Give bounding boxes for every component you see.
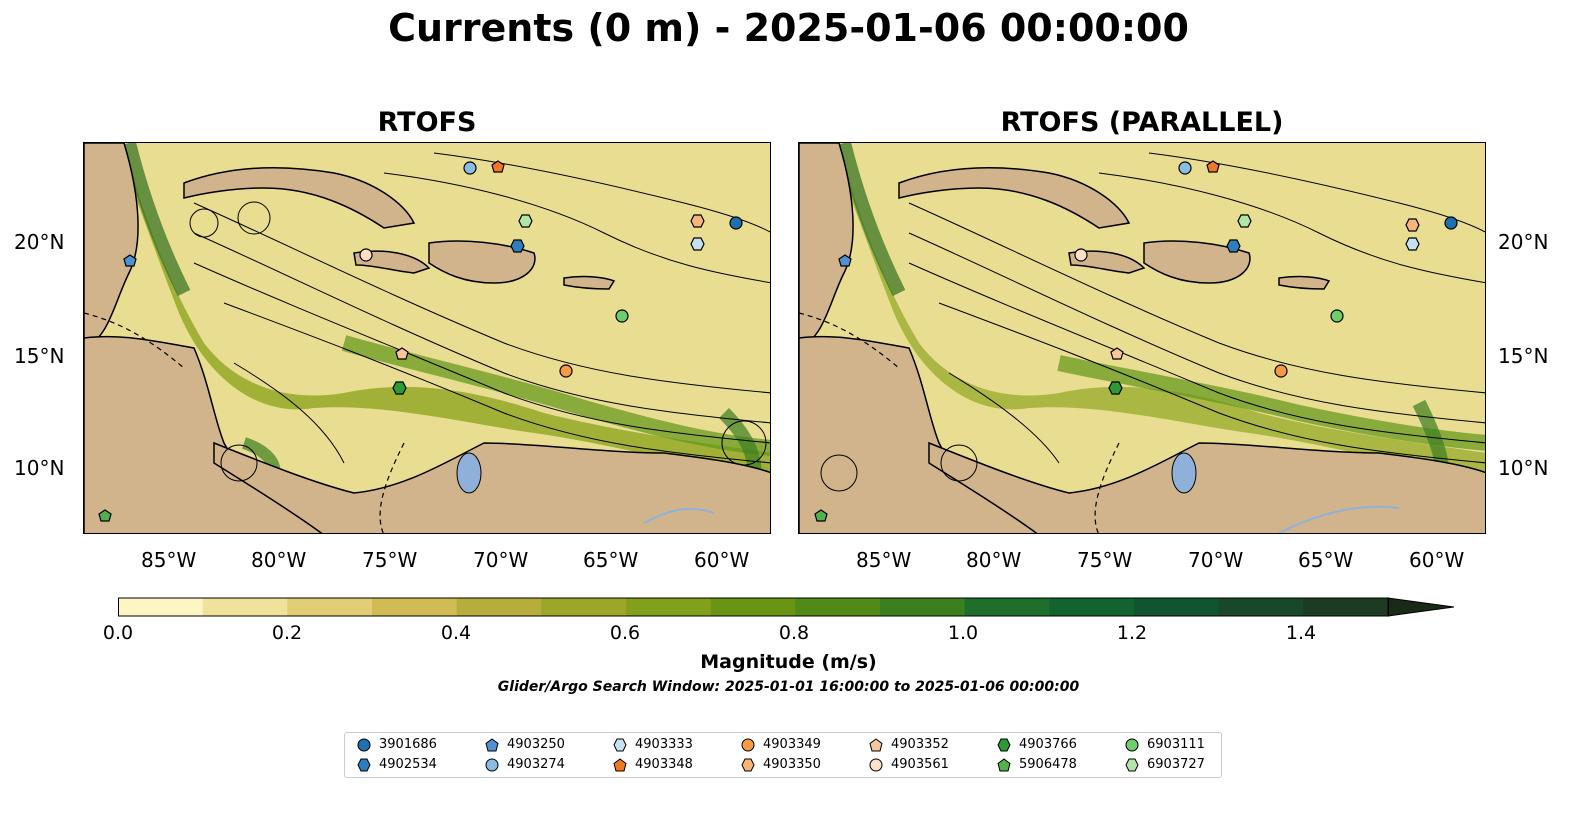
colorbar-bin <box>118 598 204 616</box>
lon-tick-right-65w: 65°W <box>1298 548 1354 572</box>
panel-title-rtofs: RTOFS <box>377 107 477 138</box>
colorbar-tick-1-0: 1.0 <box>947 622 979 644</box>
legend-item-label: 6903111 <box>1147 737 1205 752</box>
circle-marker-icon <box>869 758 883 771</box>
legend-item: 6903111 <box>1125 737 1205 752</box>
hexagon-marker-icon <box>357 758 371 771</box>
lon-tick-right-75w: 75°W <box>1077 548 1133 572</box>
legend-item-label: 6903727 <box>1147 757 1205 772</box>
map-panel-rtofs <box>83 142 771 534</box>
lon-tick-right-60w: 60°W <box>1409 548 1465 572</box>
colorbar-bin <box>795 598 881 616</box>
colorbar-bin <box>710 598 796 616</box>
legend-item: 4903333 <box>613 737 693 752</box>
circle-marker-icon <box>1125 738 1139 751</box>
legend-item: 3901686 <box>357 737 437 752</box>
legend-item: 4902534 <box>357 757 437 772</box>
lon-tick-right-85w: 85°W <box>856 548 912 572</box>
legend-item: 4903250 <box>485 737 565 752</box>
lon-tick-left-75w: 75°W <box>362 548 418 572</box>
lat-tick-right-20n: 20°N <box>1498 230 1549 254</box>
lon-tick-left-70w: 70°W <box>473 548 529 572</box>
lon-tick-right-70w: 70°W <box>1188 548 1244 572</box>
lon-tick-left-60w: 60°W <box>694 548 750 572</box>
colorbar-bin <box>880 598 966 616</box>
map-rtofs-svg <box>84 143 770 533</box>
legend-item: 4903349 <box>741 737 821 752</box>
legend-item: 6903727 <box>1125 757 1205 772</box>
colorbar-tick-1-4: 1.4 <box>1285 622 1317 644</box>
legend-item-label: 4903766 <box>1019 737 1077 752</box>
legend-item-label: 3901686 <box>379 737 437 752</box>
hexagon-marker-icon <box>1125 758 1139 771</box>
colorbar-bin <box>202 598 288 616</box>
legend-item: 4903561 <box>869 757 949 772</box>
hexagon-marker-icon <box>613 738 627 751</box>
lat-tick-right-15n: 15°N <box>1498 344 1549 368</box>
legend-item-label: 4903250 <box>507 737 565 752</box>
legend-item: 4903274 <box>485 757 565 772</box>
colorbar-bin <box>1303 598 1389 616</box>
lon-tick-left-80w: 80°W <box>251 548 307 572</box>
lat-tick-right-10n: 10°N <box>1498 456 1549 480</box>
colorbar-bin <box>1218 598 1304 616</box>
legend-item-label: 5906478 <box>1019 757 1077 772</box>
float-legend: 3901686 4902534 4903250 4903274 4903333 49033… <box>344 732 1222 778</box>
legend-item-label: 4903561 <box>891 757 949 772</box>
colorbar-label: Magnitude (m/s) <box>700 651 877 673</box>
colorbar-bin <box>964 598 1050 616</box>
legend-item-label: 4902534 <box>379 757 437 772</box>
circle-marker-icon <box>485 758 499 771</box>
colorbar-bin <box>372 598 458 616</box>
hexagon-marker-icon <box>741 758 755 771</box>
legend-item-label: 4903274 <box>507 757 565 772</box>
colorbar-bin <box>456 598 542 616</box>
colorbar <box>118 596 1455 618</box>
lon-tick-right-80w: 80°W <box>966 548 1022 572</box>
colorbar-bin <box>626 598 712 616</box>
colorbar-tick-1-2: 1.2 <box>1116 622 1148 644</box>
legend-item: 4903350 <box>741 757 821 772</box>
pentagon-marker-icon <box>997 757 1011 771</box>
colorbar-tick-0-8: 0.8 <box>778 622 810 644</box>
legend-item-label: 4903333 <box>635 737 693 752</box>
circle-marker-icon <box>357 738 371 751</box>
pentagon-marker-icon <box>869 737 883 751</box>
colorbar-bin <box>287 598 373 616</box>
lon-tick-left-85w: 85°W <box>141 548 197 572</box>
figure-title: Currents (0 m) - 2025-01-06 00:00:00 <box>388 6 1189 50</box>
pentagon-marker-icon <box>613 757 627 771</box>
colorbar-bin <box>1134 598 1220 616</box>
lon-tick-left-65w: 65°W <box>583 548 639 572</box>
search-window-text: Glider/Argo Search Window: 2025-01-01 16… <box>497 679 1080 695</box>
hexagon-marker-icon <box>997 738 1011 751</box>
legend-item: 4903352 <box>869 737 949 752</box>
lat-tick-left-15n: 15°N <box>14 344 65 368</box>
colorbar-tick-0-4: 0.4 <box>440 622 472 644</box>
panel-title-rtofs-parallel: RTOFS (PARALLEL) <box>1000 107 1284 138</box>
pentagon-marker-icon <box>485 737 499 751</box>
colorbar-bin <box>1049 598 1135 616</box>
legend-item-label: 4903349 <box>763 737 821 752</box>
colorbar-tick-0-0: 0.0 <box>102 622 134 644</box>
circle-marker-icon <box>741 738 755 751</box>
colorbar-svg <box>118 597 1455 617</box>
colorbar-bin <box>541 598 627 616</box>
legend-item: 4903766 <box>997 737 1077 752</box>
legend-item-label: 4903352 <box>891 737 949 752</box>
colorbar-tick-0-2: 0.2 <box>271 622 303 644</box>
legend-item-label: 4903350 <box>763 757 821 772</box>
legend-item: 5906478 <box>997 757 1077 772</box>
legend-item-label: 4903348 <box>635 757 693 772</box>
map-rtofs-parallel-svg <box>799 143 1485 533</box>
legend-item: 4903348 <box>613 757 693 772</box>
lat-tick-left-20n: 20°N <box>14 230 65 254</box>
lat-tick-left-10n: 10°N <box>14 456 65 480</box>
map-panel-rtofs-parallel <box>798 142 1486 534</box>
colorbar-tick-0-6: 0.6 <box>609 622 641 644</box>
